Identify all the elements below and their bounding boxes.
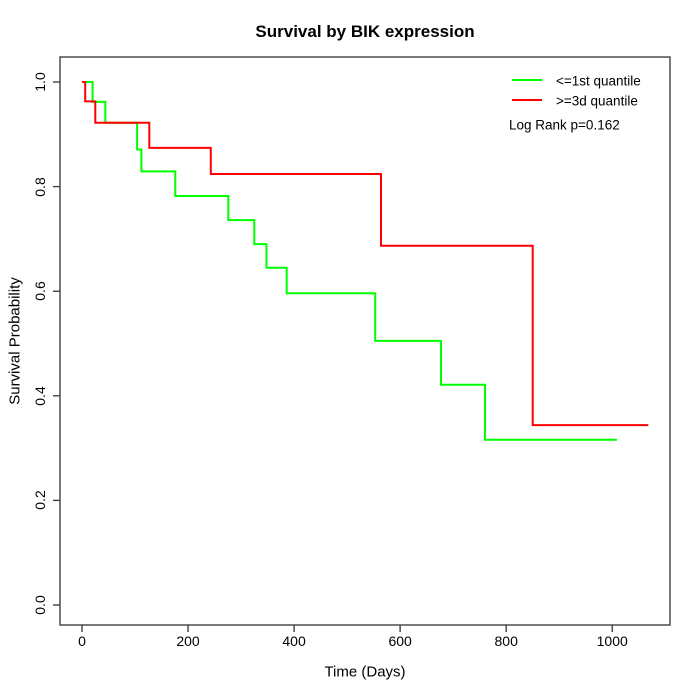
legend-label-high-quantile: >=3d quantile [556,93,638,109]
km-curve-low-quantile [82,81,617,441]
y-tick-label: 0.2 [32,490,48,511]
y-tick-label: 0.8 [32,176,48,197]
y-axis-label: Survival Probability [6,277,24,405]
plot-border [59,56,671,626]
x-tick-label: 1000 [596,633,628,649]
y-tick-label: 0.4 [32,386,48,406]
km-curve-high-quantile [82,81,649,427]
chart-title: Survival by BIK expression [255,22,475,41]
x-tick-label: 400 [282,633,306,649]
x-tick-label: 800 [494,633,518,649]
legend-line-high-quantile [512,99,542,101]
log-rank-annotation: Log Rank p=0.162 [509,117,620,133]
x-tick-label: 0 [78,633,86,649]
y-tick-label: 1.0 [32,72,48,92]
legend-line-low-quantile [512,79,542,81]
y-tick-label: 0.6 [32,281,48,301]
x-tick-label: 200 [176,633,200,649]
y-tick-label: 0.0 [32,595,48,615]
x-axis-label: Time (Days) [324,663,406,681]
legend-label-low-quantile: <=1st quantile [556,73,641,89]
x-tick-label: 600 [388,633,412,649]
